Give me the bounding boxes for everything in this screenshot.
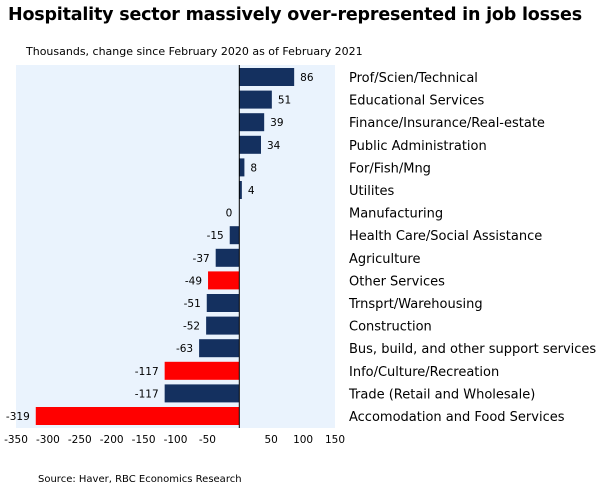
bar	[215, 248, 240, 267]
bar	[239, 113, 265, 132]
bar	[164, 384, 240, 403]
bar-value-label: -117	[135, 366, 159, 378]
category-label: Construction	[349, 320, 432, 335]
bar-value-label: -51	[184, 298, 201, 310]
bar-value-label: -63	[176, 343, 193, 355]
bar	[239, 68, 295, 86]
bar	[239, 90, 272, 109]
bar	[229, 226, 240, 245]
bar-value-label: -117	[135, 388, 159, 400]
x-tick-label: -100	[164, 434, 188, 446]
bar	[239, 158, 245, 177]
category-label: Manufacturing	[349, 207, 443, 222]
labels-layer: 86 Prof/Scien/Technical 51 Educational Serv…	[6, 71, 596, 425]
bar	[199, 339, 240, 358]
bars-layer	[35, 68, 295, 425]
chart-subtitle: Thousands, change since February 2020 as…	[26, 45, 363, 58]
source-note: Source: Haver, RBC Economics Research	[38, 474, 242, 485]
bar-value-label: 86	[300, 72, 314, 84]
x-tick-label: 50	[265, 434, 278, 446]
x-tick-label: 100	[293, 434, 313, 446]
bar-value-label: -37	[193, 253, 210, 265]
bar	[164, 361, 240, 380]
bar-value-label: 8	[250, 162, 257, 174]
bar-value-label: -49	[185, 275, 202, 287]
x-axis-ticks: -350 -300 -250 -200 -150 -100 -50 50 100 150	[4, 434, 345, 446]
x-tick-label: -50	[199, 434, 216, 446]
category-label: Other Services	[349, 274, 445, 289]
bar-value-label: -15	[207, 230, 224, 242]
bar	[206, 316, 240, 335]
bar-value-label: 39	[270, 117, 283, 129]
category-label: Bus, build, and other support services	[349, 342, 596, 357]
x-tick-label: -300	[36, 434, 60, 446]
x-tick-label: -150	[132, 434, 156, 446]
x-tick-label: 150	[325, 434, 345, 446]
x-tick-label: -350	[4, 434, 28, 446]
category-label: Accomodation and Food Services	[349, 410, 565, 425]
category-label: Public Administration	[349, 139, 487, 154]
x-tick-label: -250	[68, 434, 92, 446]
category-label: Trnsprt/Warehousing	[348, 297, 483, 312]
bar-value-label: -52	[183, 321, 200, 333]
bar	[206, 294, 240, 312]
bar-value-label: 4	[248, 185, 255, 197]
category-label: Educational Services	[349, 94, 484, 109]
category-label: Prof/Scien/Technical	[349, 71, 478, 86]
category-label: Finance/Insurance/Real-estate	[349, 116, 545, 131]
bar-value-label: 0	[226, 208, 233, 220]
bar	[239, 181, 242, 199]
category-label: Info/Culture/Recreation	[349, 365, 499, 380]
category-label: Health Care/Social Assistance	[349, 229, 542, 244]
bar	[35, 407, 240, 425]
chart-title: Hospitality sector massively over-repres…	[8, 5, 582, 25]
category-label: Trade (Retail and Wholesale)	[348, 387, 535, 402]
category-label: For/Fish/Mng	[349, 161, 431, 176]
category-label: Agriculture	[349, 252, 421, 267]
bar	[208, 271, 240, 290]
bar-value-label: 51	[278, 95, 291, 107]
bar-value-label: 34	[267, 140, 281, 152]
bar	[239, 135, 261, 154]
x-tick-label: -200	[100, 434, 124, 446]
bar-value-label: -319	[6, 411, 30, 423]
category-label: Utilites	[349, 184, 395, 199]
